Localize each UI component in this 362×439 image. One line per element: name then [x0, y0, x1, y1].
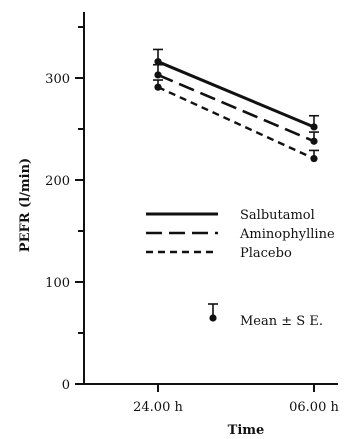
data-point — [310, 123, 318, 131]
x-ticks: 24.00 h 06.00 h — [133, 384, 339, 415]
legend-label-aminophylline: Aminophylline — [239, 227, 335, 242]
y-tick-label: 100 — [45, 276, 70, 291]
y-tick-label: 300 — [45, 72, 70, 87]
error-legend-label: Mean ± S E. — [240, 314, 323, 329]
series-line — [157, 60, 315, 129]
series-placebo — [153, 79, 319, 163]
error-legend-point — [209, 314, 217, 322]
data-point — [310, 154, 318, 163]
error-legend: Mean ± S E. — [208, 303, 323, 329]
legend-label-placebo: Placebo — [240, 246, 292, 261]
y-ticks: 0 100 200 300 — [45, 26, 84, 393]
y-tick-label: 0 — [62, 378, 70, 393]
series-line — [157, 73, 315, 143]
x-tick-label: 24.00 h — [133, 400, 183, 415]
y-axis-title: PEFR (l/min) — [18, 158, 33, 252]
x-axis-title: Time — [228, 423, 265, 438]
data-point — [154, 71, 162, 79]
series-layer — [153, 48, 319, 163]
series-salbutamol — [153, 48, 319, 131]
data-point — [154, 58, 162, 66]
series-line — [157, 86, 315, 160]
series-aminophylline — [153, 63, 319, 145]
data-point — [154, 83, 162, 91]
legend: Salbutamol Aminophylline Placebo — [146, 208, 335, 261]
y-tick-label: 200 — [45, 174, 70, 189]
x-tick-label: 06.00 h — [289, 400, 339, 415]
legend-label-salbutamol: Salbutamol — [240, 208, 315, 223]
data-point — [310, 137, 318, 145]
